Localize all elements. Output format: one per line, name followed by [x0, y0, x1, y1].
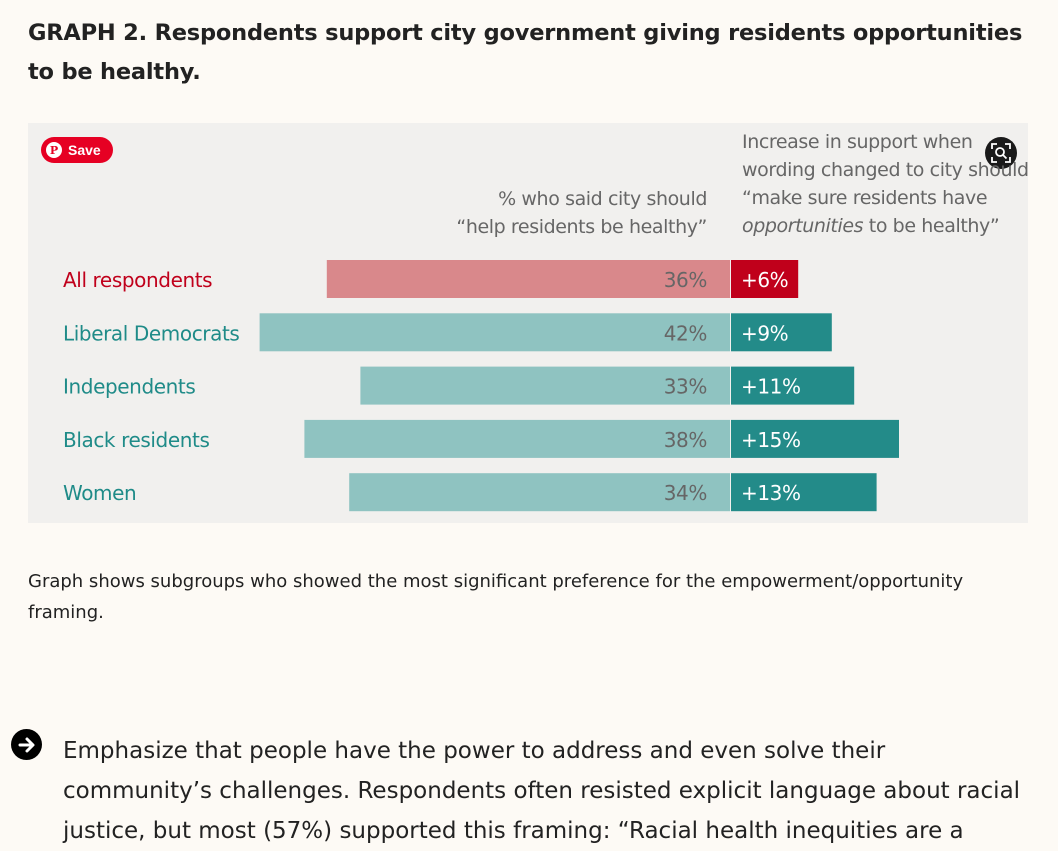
visual-search-icon	[991, 143, 1011, 163]
arrow-right-circle-icon	[11, 729, 42, 760]
base-value-label-black-residents: 38%	[664, 428, 707, 452]
category-label-black-residents: Black residents	[63, 428, 209, 452]
base-bar-independents	[360, 366, 730, 405]
increase-bar-women	[731, 473, 877, 512]
increase-header-italic: opportunities	[742, 215, 864, 237]
category-label-all-respondents: All respondents	[63, 268, 212, 292]
base-value-label-all-respondents: 36%	[664, 268, 707, 292]
increase-header-line-2: wording changed to city should	[742, 159, 1029, 181]
base-value-label-women: 34%	[664, 481, 707, 505]
increase-column-header: Increase in support when wording changed…	[742, 128, 1032, 240]
increase-value-label-independents: +11%	[741, 375, 801, 399]
increase-bar-liberal-democrats	[731, 313, 832, 352]
base-value-label-independents: 33%	[664, 375, 707, 399]
base-header-line-1: % who said city should	[498, 188, 707, 210]
body-paragraph: Emphasize that people have the power to …	[63, 738, 1021, 844]
increase-header-line-3: “make sure residents have	[742, 187, 988, 209]
increase-header-line-1: Increase in support when	[742, 131, 973, 153]
base-bar-all-respondents	[326, 260, 730, 298]
graph-title: GRAPH 2. Respondents support city govern…	[28, 20, 1023, 85]
increase-header-rest: to be healthy”	[863, 215, 1000, 237]
pinterest-save-button[interactable]: P Save	[41, 137, 113, 163]
increase-value-label-women: +13%	[741, 481, 801, 505]
base-bar-liberal-democrats	[259, 313, 730, 352]
increase-header-line-4: opportunities to be healthy”	[742, 212, 1032, 240]
base-bar-black-residents	[304, 419, 730, 458]
bar-chart: All respondents 36% +6% Liberal Democrats 42…	[63, 260, 899, 512]
increase-value-label-all-respondents: +6%	[741, 268, 788, 292]
pinterest-icon: P	[46, 142, 62, 158]
category-label-liberal-democrats: Liberal Democrats	[63, 321, 239, 345]
base-value-label-liberal-democrats: 42%	[664, 321, 707, 345]
increase-value-label-liberal-democrats: +9%	[741, 321, 788, 345]
base-header-line-2: “help residents be healthy”	[456, 216, 707, 238]
base-column-header: % who said city should “help residents b…	[456, 185, 707, 241]
save-label: Save	[68, 142, 101, 158]
category-label-independents: Independents	[63, 375, 195, 399]
increase-bar-all-respondents	[731, 260, 799, 298]
visual-search-button[interactable]	[985, 137, 1017, 169]
chart-caption: Graph shows subgroups who showed the mos…	[28, 571, 964, 623]
increase-bar-independents	[731, 366, 855, 405]
increase-bar-black-residents	[731, 419, 899, 458]
increase-value-label-black-residents: +15%	[741, 428, 801, 452]
category-label-women: Women	[63, 481, 136, 505]
base-bar-women	[349, 473, 730, 512]
